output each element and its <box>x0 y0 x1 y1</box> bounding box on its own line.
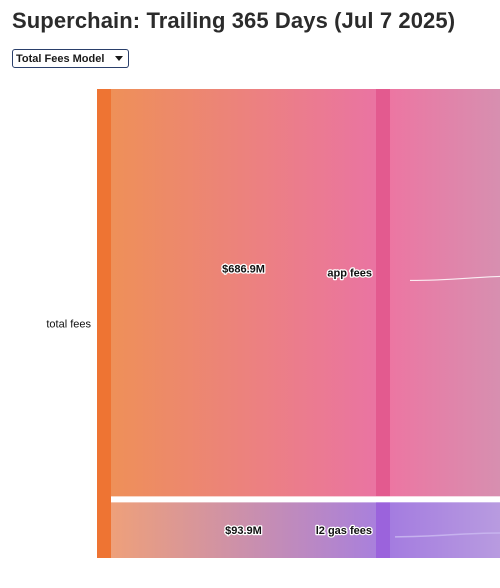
node-label-app-fees: app fees <box>327 268 372 280</box>
flow-value-label: $686.9M <box>222 264 265 276</box>
node-total-fees <box>97 89 111 558</box>
fees-model-select-value: Total Fees Model <box>16 52 105 65</box>
sankey-links <box>111 89 376 558</box>
node-app-fees <box>376 89 390 497</box>
downstream-flows <box>390 89 500 558</box>
outflow-app-fees <box>390 89 500 497</box>
node-label-l2-gas-fees: l2 gas fees <box>316 525 372 537</box>
outflow-divider <box>409 275 500 282</box>
flow-value-label: $93.9M <box>225 525 262 537</box>
node-label-total-fees: total fees <box>46 319 91 331</box>
node-l2-gas-fees <box>376 502 390 558</box>
chevron-down-icon <box>115 56 123 61</box>
outflow-l2-gas-fees <box>390 502 500 558</box>
outflow-divider <box>394 532 500 538</box>
fees-model-select[interactable]: Total Fees Model <box>12 49 129 68</box>
link-l2-gas-fees <box>111 502 376 558</box>
sankey-nodes <box>97 89 390 558</box>
link-app-fees <box>111 89 376 497</box>
chart-title: Superchain: Trailing 365 Days (Jul 7 202… <box>12 8 456 33</box>
sankey-labels: total fees $686.9M app fees $93.9M l2 gas fe… <box>46 262 373 538</box>
